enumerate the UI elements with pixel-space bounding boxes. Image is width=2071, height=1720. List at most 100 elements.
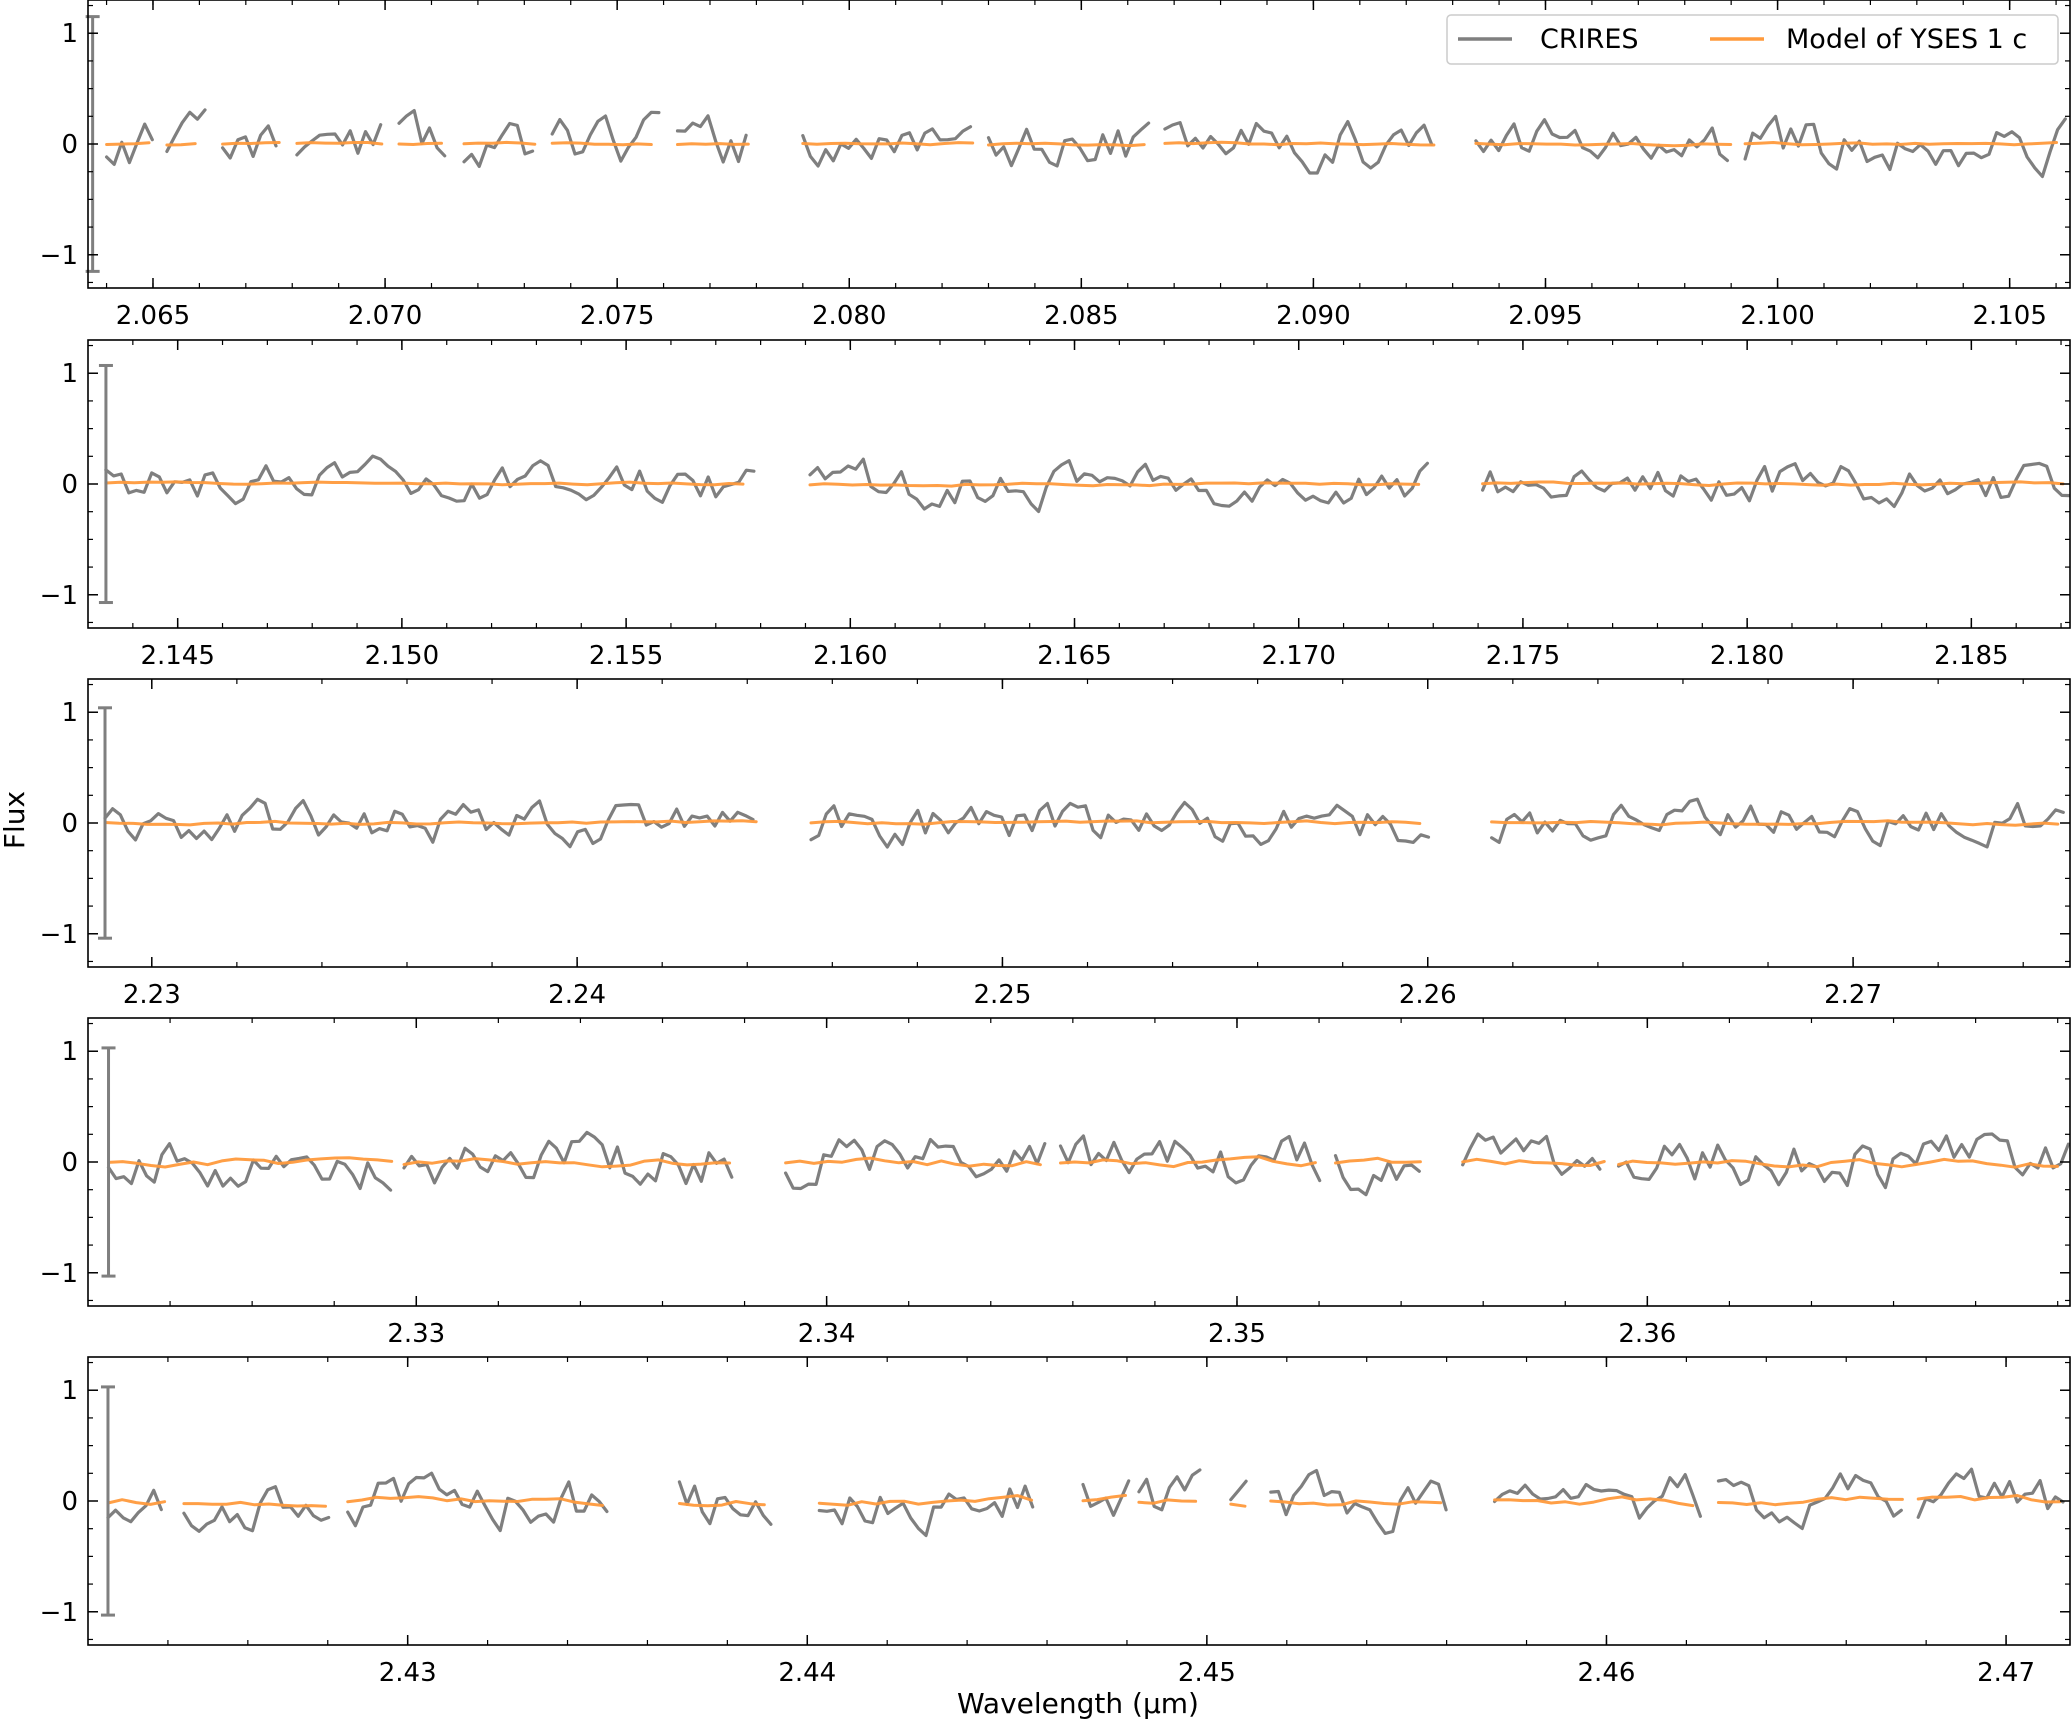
series-model-segment-12 bbox=[1474, 141, 1733, 148]
series-crires-segment-7 bbox=[1137, 1468, 1202, 1512]
y-tick-label: −1 bbox=[40, 1598, 78, 1628]
x-tick-label: 2.080 bbox=[812, 301, 886, 331]
series-crires-segment-10 bbox=[1493, 1473, 1702, 1520]
series-model-segment-2 bbox=[808, 481, 1421, 488]
series-model-segment-9 bbox=[801, 141, 975, 147]
x-tick-label: 2.44 bbox=[778, 1658, 836, 1688]
series-crires-segment-11 bbox=[1716, 1472, 1903, 1531]
x-tick-label: 2.145 bbox=[140, 641, 214, 671]
series-model-segment-1 bbox=[104, 480, 745, 487]
x-axis-title: Wavelength (μm) bbox=[957, 1687, 1199, 1720]
series-model-segment-13 bbox=[1743, 141, 2058, 147]
series-crires-segment-1 bbox=[106, 1488, 163, 1524]
series-crires-segment-4 bbox=[295, 123, 383, 157]
panel-5-plot-area bbox=[106, 1467, 2065, 1538]
series-model-segment-8 bbox=[1229, 1502, 1247, 1508]
y-tick-label: 1 bbox=[61, 1037, 78, 1067]
panel-1: 2.065 2.070 2.075 2.080 2.085 2.090 2.095 2.100… bbox=[40, 0, 2071, 331]
legend-label-crires: CRIRES bbox=[1540, 24, 1639, 55]
series-model-segment-1 bbox=[107, 1156, 394, 1169]
x-tick-label: 2.100 bbox=[1740, 301, 1814, 331]
panel-frame bbox=[87, 1356, 2071, 1646]
series-crires-segment-8 bbox=[675, 114, 748, 164]
series-model-segment-6 bbox=[1081, 1493, 1127, 1503]
series-crires-segment-6 bbox=[1461, 1132, 1602, 1176]
series-crires-segment-8 bbox=[1229, 1479, 1248, 1502]
x-tick-label: 2.105 bbox=[1972, 301, 2046, 331]
series-crires-segment-2 bbox=[182, 1485, 331, 1533]
series-crires-segment-7 bbox=[1617, 1132, 2070, 1190]
y-tick-label: 1 bbox=[61, 19, 78, 49]
series-crires-segment-4 bbox=[1058, 1134, 1322, 1185]
x-tick-label: 2.070 bbox=[348, 301, 422, 331]
panel-1-plot-area bbox=[105, 108, 2067, 179]
series-model-segment-1 bbox=[105, 141, 151, 146]
x-tick-label: 2.085 bbox=[1044, 301, 1118, 331]
x-tick-label: 2.160 bbox=[813, 641, 887, 671]
legend-label-model: Model of YSES 1 c bbox=[1786, 24, 2027, 55]
panel-5: 2.43 2.44 2.45 2.46 2.47 1 0 −1 bbox=[40, 1356, 2071, 1688]
series-model-segment-1 bbox=[103, 819, 758, 827]
series-model-segment-2 bbox=[809, 819, 1422, 826]
series-model-segment-4 bbox=[1059, 1155, 1317, 1169]
y-axis-title: Flux bbox=[0, 791, 31, 849]
series-model-segment-3 bbox=[346, 1495, 605, 1507]
x-tick-label: 2.180 bbox=[1710, 641, 1784, 671]
panel-4: 2.33 2.34 2.35 2.36 1 0 −1 bbox=[40, 1017, 2071, 1349]
series-model-segment-10 bbox=[987, 141, 1146, 148]
series-model-segment-4 bbox=[295, 141, 384, 146]
series-model-segment-6 bbox=[1461, 1157, 1606, 1167]
series-crires-segment-3 bbox=[784, 1137, 1047, 1191]
series-model-segment-5 bbox=[397, 141, 443, 146]
x-tick-label: 2.34 bbox=[798, 1319, 856, 1349]
x-tick-label: 2.45 bbox=[1178, 1658, 1236, 1688]
series-crires-segment-7 bbox=[550, 110, 661, 163]
x-tick-label: 2.36 bbox=[1618, 1319, 1676, 1349]
x-tick-label: 2.23 bbox=[123, 980, 181, 1010]
y-tick-label: −1 bbox=[40, 920, 78, 950]
series-crires-segment-9 bbox=[801, 125, 973, 168]
x-tick-label: 2.090 bbox=[1276, 301, 1350, 331]
panels-group: 2.065 2.070 2.075 2.080 2.085 2.090 2.095 2.100… bbox=[40, 0, 2071, 1688]
series-model-segment-1 bbox=[106, 1498, 167, 1506]
series-crires-segment-2 bbox=[402, 1130, 734, 1186]
series-crires-segment-5 bbox=[1333, 1154, 1421, 1197]
series-crires-segment-2 bbox=[165, 108, 207, 153]
y-tick-label: −1 bbox=[40, 241, 78, 271]
y-tick-label: −1 bbox=[40, 1259, 78, 1289]
series-crires-segment-13 bbox=[1743, 114, 2067, 179]
x-tick-label: 2.065 bbox=[116, 301, 190, 331]
x-tick-label: 2.35 bbox=[1208, 1319, 1266, 1349]
x-tick-label: 2.095 bbox=[1508, 301, 1582, 331]
x-tick-label: 2.47 bbox=[1977, 1658, 2035, 1688]
series-model-segment-3 bbox=[784, 1156, 1042, 1168]
y-tick-label: −1 bbox=[40, 581, 78, 611]
x-tick-label: 2.165 bbox=[1037, 641, 1111, 671]
y-tick-label: 0 bbox=[61, 809, 78, 839]
series-crires-segment-3 bbox=[1481, 461, 2070, 509]
series-crires-segment-3 bbox=[346, 1471, 609, 1533]
series-model-segment-5 bbox=[1334, 1156, 1422, 1165]
series-model-segment-6 bbox=[462, 140, 537, 146]
series-model-segment-12 bbox=[1916, 1494, 2062, 1504]
panel-3-plot-area bbox=[103, 797, 2065, 849]
series-crires-segment-5 bbox=[397, 109, 447, 158]
series-crires-segment-6 bbox=[462, 121, 535, 168]
x-tick-label: 2.175 bbox=[1486, 641, 1560, 671]
legend: CRIRES Model of YSES 1 c bbox=[1446, 14, 2059, 65]
series-crires-segment-3 bbox=[1490, 797, 2065, 849]
x-tick-label: 2.075 bbox=[580, 301, 654, 331]
x-tick-label: 2.25 bbox=[973, 980, 1031, 1010]
x-tick-label: 2.43 bbox=[379, 1658, 437, 1688]
series-model-segment-11 bbox=[1163, 140, 1436, 147]
series-crires-segment-5 bbox=[817, 1484, 1035, 1538]
series-model-segment-9 bbox=[1269, 1499, 1443, 1507]
series-model-segment-3 bbox=[1490, 819, 2060, 827]
x-tick-label: 2.170 bbox=[1262, 641, 1336, 671]
x-tick-label: 2.27 bbox=[1824, 980, 1882, 1010]
y-tick-label: 1 bbox=[61, 359, 78, 389]
y-tick-label: 1 bbox=[61, 698, 78, 728]
y-tick-label: 0 bbox=[61, 470, 78, 500]
series-model-segment-3 bbox=[221, 141, 281, 146]
x-tick-label: 2.150 bbox=[365, 641, 439, 671]
